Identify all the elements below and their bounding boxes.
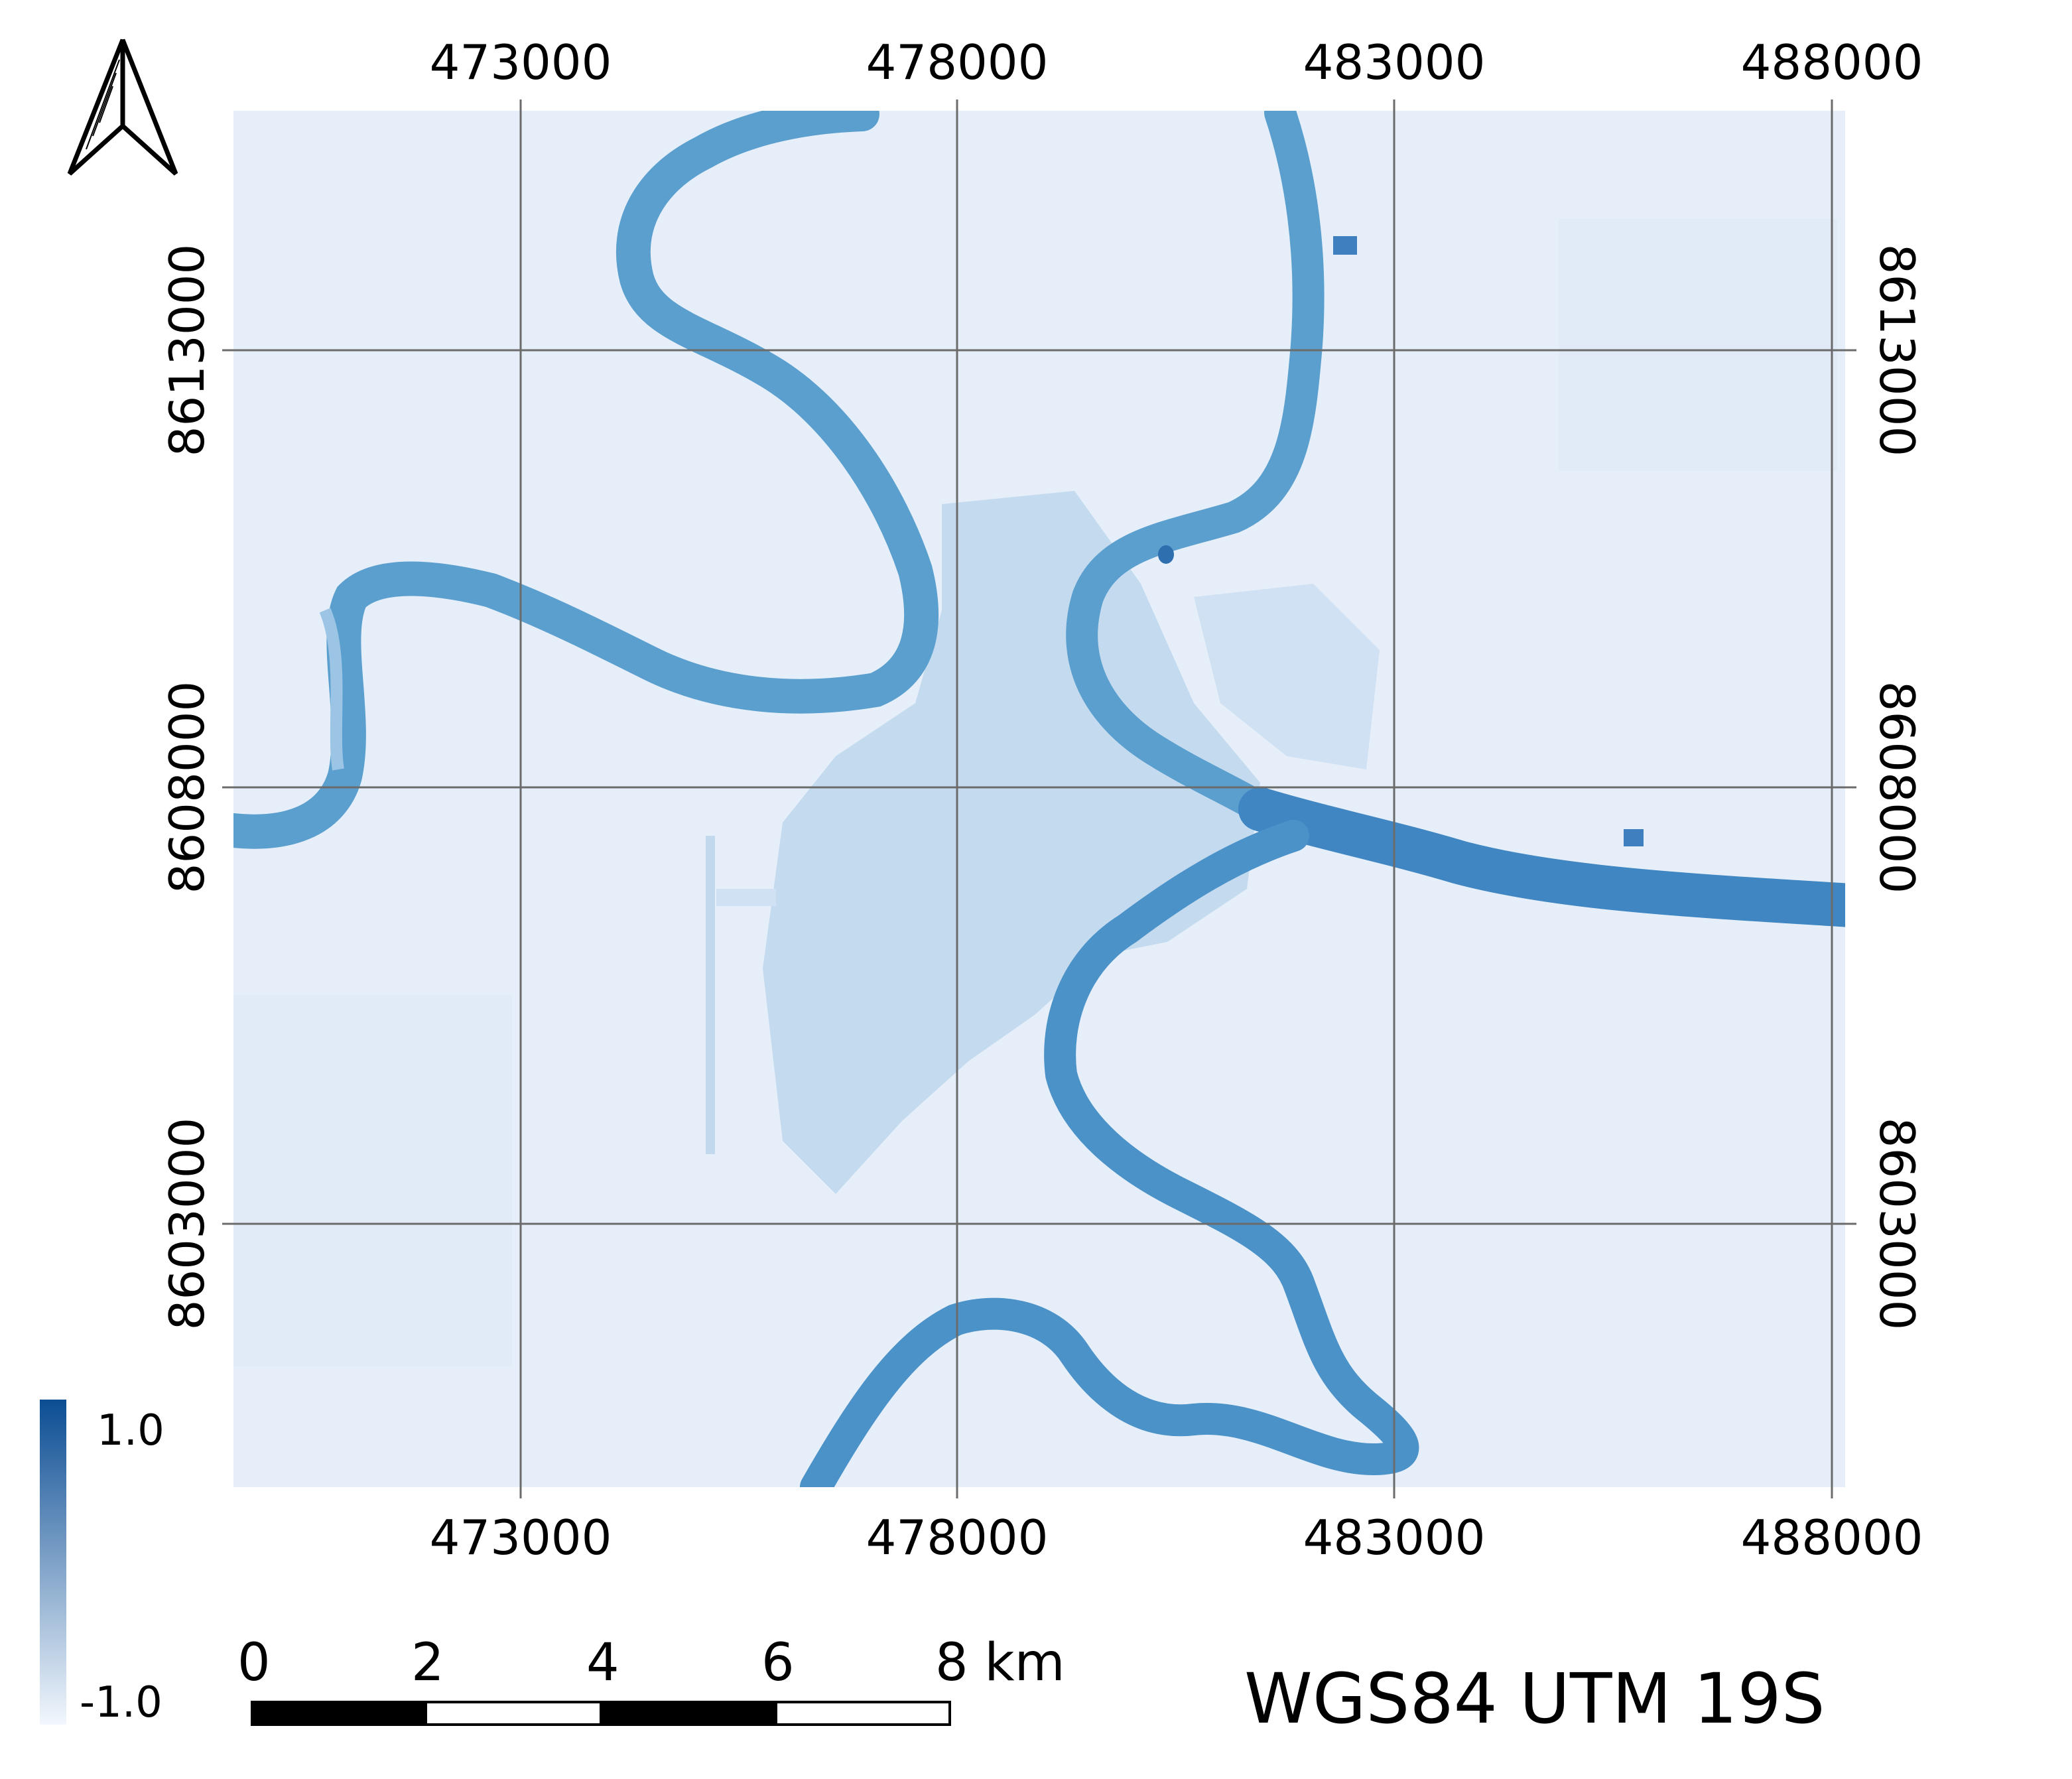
farmland-area [1559, 219, 1837, 471]
scale-segment-0-2 [251, 1701, 427, 1726]
scale-label: 2 [411, 1633, 444, 1693]
legend-min-label: -1.0 [80, 1678, 162, 1727]
river-north [1066, 111, 1325, 845]
pond [1624, 829, 1644, 846]
scale-label: 6 [761, 1633, 795, 1693]
x-tick-label-bottom: 473000 [429, 1510, 612, 1565]
x-tick-label-top: 488000 [1740, 34, 1923, 90]
airport-runway [706, 836, 715, 1154]
river-west [233, 111, 939, 849]
scale-bar [251, 1701, 951, 1726]
x-tick-label-bottom: 478000 [866, 1510, 1049, 1565]
x-tick-label-bottom: 488000 [1740, 1510, 1923, 1565]
x-tick-label-bottom: 483000 [1303, 1510, 1486, 1565]
north-arrow-icon [67, 38, 178, 176]
y-tick-label-left: 8613000 [159, 243, 215, 457]
scale-segment-4-6 [600, 1701, 777, 1726]
legend-max-label: 1.0 [97, 1406, 164, 1455]
scale-segment-2-4 [424, 1701, 602, 1726]
urban-area [763, 491, 1260, 1194]
map-raster [233, 111, 1845, 1487]
scale-label: 8 km [935, 1633, 1065, 1693]
urban-area [1194, 584, 1380, 769]
x-tick-label-top: 483000 [1303, 34, 1486, 90]
airport-apron [716, 889, 776, 906]
scale-label: 4 [586, 1633, 619, 1693]
x-tick-label-top: 473000 [429, 34, 612, 90]
pond [1333, 236, 1357, 255]
scale-segment-6-8 [775, 1701, 951, 1726]
river-east [1238, 787, 1845, 927]
y-tick-label-left: 8603000 [159, 1117, 215, 1331]
river-side-channel [319, 608, 344, 771]
river-south [800, 820, 1419, 1487]
crs-label: WGS84 UTM 19S [1244, 1658, 1825, 1739]
graticule [222, 99, 1856, 1498]
farmland-area [233, 995, 512, 1366]
y-tick-label-right: 8608000 [1869, 681, 1925, 894]
y-tick-label-right: 8603000 [1869, 1117, 1925, 1331]
y-tick-label-right: 8613000 [1869, 243, 1925, 457]
legend-colorbar [40, 1400, 66, 1725]
scale-label: 0 [237, 1633, 271, 1693]
y-tick-label-left: 8608000 [159, 681, 215, 894]
x-tick-label-top: 478000 [866, 34, 1049, 90]
pond [1158, 545, 1174, 564]
